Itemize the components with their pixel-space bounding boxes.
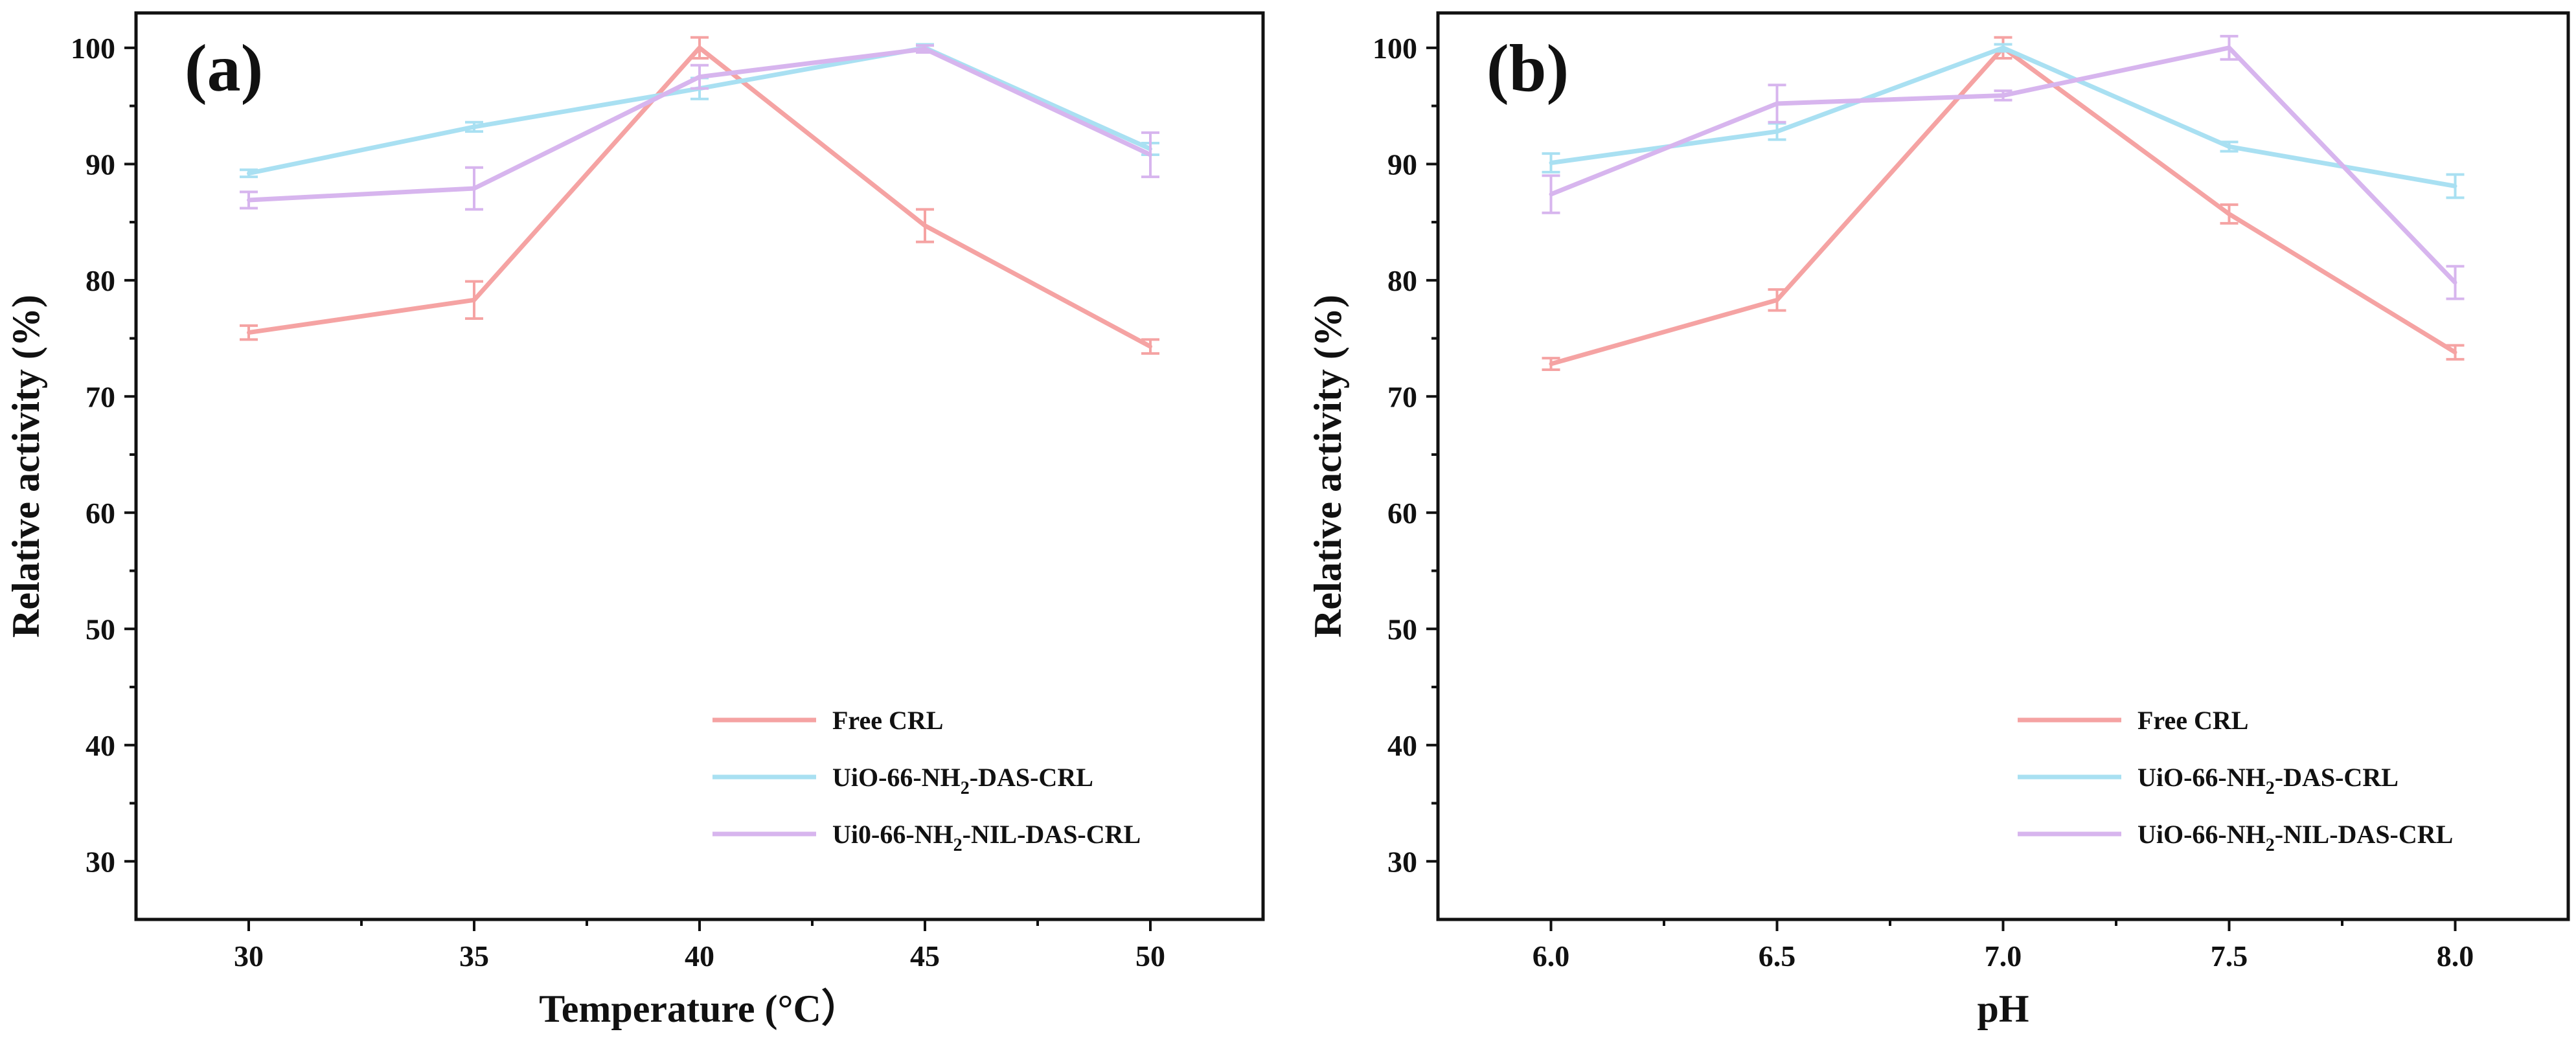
chart-2-y-tick-label: 100 — [1373, 32, 1417, 65]
chart-1-data-point — [472, 298, 476, 302]
chart-2-data-point — [2001, 93, 2005, 98]
chart-1-legend-label: Ui0-66-NH2-NIL-DAS-CRL — [832, 820, 1141, 855]
chart-2-series-1 — [1542, 36, 2465, 372]
chart-2-data-point — [1775, 102, 1779, 106]
chart-1-y-tick-label: 90 — [85, 148, 115, 181]
chart-2-legend-label-part: UiO-66-NH — [2137, 820, 2266, 849]
chart-1-legend-label-part: -DAS-CRL — [970, 763, 1093, 792]
chart-1-data-point — [247, 197, 251, 202]
chart-2-panel-label: (b) — [1487, 31, 1569, 106]
chart-2-x-tick-label: 6.5 — [1759, 940, 1796, 973]
chart-2-series-3 — [1542, 34, 2465, 300]
chart-2-series-line — [1551, 45, 2456, 188]
chart-1-series-3 — [240, 44, 1159, 211]
chart-2-data-point — [2453, 350, 2457, 355]
chart-1-x-tick-label: 30 — [234, 940, 264, 973]
chart-1-y-tick-label: 50 — [85, 613, 115, 646]
chart-1-y-tick-label: 40 — [85, 729, 115, 762]
chart-1-y-tick-label: 100 — [71, 32, 115, 65]
chart-1-data-point — [1148, 344, 1152, 349]
chart-2-series-2 — [1542, 43, 2465, 199]
chart-1-data-point — [923, 47, 927, 51]
chart-1-data-point — [472, 186, 476, 191]
chart-2: 30 40 50 60 70 80 90 100 6.0 6.5 7.0 7.5 8.0 pH Relati… — [1306, 11, 2570, 1030]
chart-1-x-tick-label: 35 — [459, 940, 489, 973]
chart-2-data-point — [2227, 45, 2231, 50]
chart-1-x-axis-title: Temperature (°C） — [539, 987, 860, 1030]
chart-1-legend-label-part: 2 — [961, 778, 970, 798]
chart-1-legend-label-part: Free CRL — [832, 706, 943, 735]
chart-1-legend-label: UiO-66-NH2-DAS-CRL — [832, 763, 1093, 798]
chart-2-y-tick-label: 40 — [1387, 729, 1417, 762]
chart-2-data-point — [2001, 45, 2005, 50]
chart-2-legend-label-part: 2 — [2266, 835, 2275, 855]
chart-2-data-point — [2227, 212, 2231, 216]
chart-2-data-point — [1775, 298, 1779, 302]
chart-2-y-tick-label: 30 — [1387, 845, 1417, 878]
chart-2-frame — [1436, 11, 2570, 921]
chart-1-y-axis-title: Relative activity (%) — [5, 295, 47, 638]
chart-2-data-point — [2227, 144, 2231, 149]
chart-2-x-tick-label: 6.0 — [1533, 940, 1570, 973]
chart-2-x-axis-title: pH — [1977, 987, 2029, 1030]
chart-1: 30 40 50 60 70 80 90 100 30 35 40 45 50 Temperature (… — [5, 11, 1265, 1030]
chart-2-legend-label-part: Free CRL — [2137, 706, 2248, 735]
chart-1-legend-label-part: UiO-66-NH — [832, 763, 961, 792]
chart-1-data-point — [247, 171, 251, 175]
chart-2-data-point — [1549, 161, 1553, 165]
chart-2-series-line — [1550, 45, 2457, 284]
chart-1-y-tick-label: 80 — [85, 264, 115, 297]
chart-2-legend-label-part: 2 — [2266, 778, 2275, 798]
chart-2-x-tick-label: 7.5 — [2211, 940, 2248, 973]
chart-2-legend-label-part: UiO-66-NH — [2137, 763, 2266, 792]
chart-1-legend-label-part: -NIL-DAS-CRL — [963, 820, 1141, 849]
chart-2-x-tick-label: 7.0 — [1985, 940, 2022, 973]
chart-2-y-tick-label: 90 — [1387, 148, 1417, 181]
chart-2-data-point — [2453, 184, 2457, 188]
chart-2-legend-label: UiO-66-NH2-NIL-DAS-CRL — [2137, 820, 2453, 855]
chart-1-x-tick-label: 45 — [910, 940, 940, 973]
chart-2-legend: Free CRLUiO-66-NH2-DAS-CRLUiO-66-NH2-NIL… — [2018, 706, 2453, 855]
chart-2-legend-label-part: -DAS-CRL — [2275, 763, 2399, 792]
chart-1-y-tick-label: 30 — [85, 845, 115, 878]
chart-2-x-tick-label: 8.0 — [2437, 940, 2474, 973]
chart-2-data-point — [1775, 129, 1779, 134]
chart-1-data-point — [247, 330, 251, 335]
chart-2-data-point — [1549, 362, 1553, 366]
chart-2-data-point — [2453, 280, 2457, 285]
chart-1-series-1 — [240, 36, 1159, 355]
chart-2-data-point — [1549, 192, 1553, 196]
chart-1-y-tick-label: 70 — [85, 380, 115, 413]
chart-2-legend-label-part: -NIL-DAS-CRL — [2275, 820, 2454, 849]
chart-2-y-axis-title: Relative activity (%) — [1306, 295, 1349, 638]
chart-1-frame — [134, 11, 1265, 921]
chart-2-legend-label: UiO-66-NH2-DAS-CRL — [2137, 763, 2399, 798]
chart-2-y-tick-label: 70 — [1387, 380, 1417, 413]
chart-1-data-point — [923, 223, 927, 228]
chart-1-data-point — [698, 45, 701, 50]
chart-1-legend: Free CRLUiO-66-NH2-DAS-CRLUi0-66-NH2-NIL… — [712, 706, 1141, 855]
chart-2-legend-label: Free CRL — [2137, 706, 2248, 735]
chart-1-data-point — [1148, 152, 1152, 157]
chart-2-y-tick-label: 60 — [1387, 497, 1417, 530]
chart-2-y-tick-label: 50 — [1387, 613, 1417, 646]
chart-1-data-point — [698, 74, 701, 79]
chart-1-x-tick-label: 50 — [1135, 940, 1165, 973]
chart-1-data-point — [472, 124, 476, 129]
chart-2-y-tick-label: 80 — [1387, 264, 1417, 297]
chart-1-legend-label-part: Ui0-66-NH — [832, 820, 953, 849]
chart-1-y-tick-label: 60 — [85, 497, 115, 530]
chart-1-legend-label-part: 2 — [953, 835, 963, 855]
chart-1-legend-label: Free CRL — [832, 706, 943, 735]
chart-1-panel-label: (a) — [185, 31, 263, 106]
chart-1-x-tick-label: 40 — [685, 940, 714, 973]
